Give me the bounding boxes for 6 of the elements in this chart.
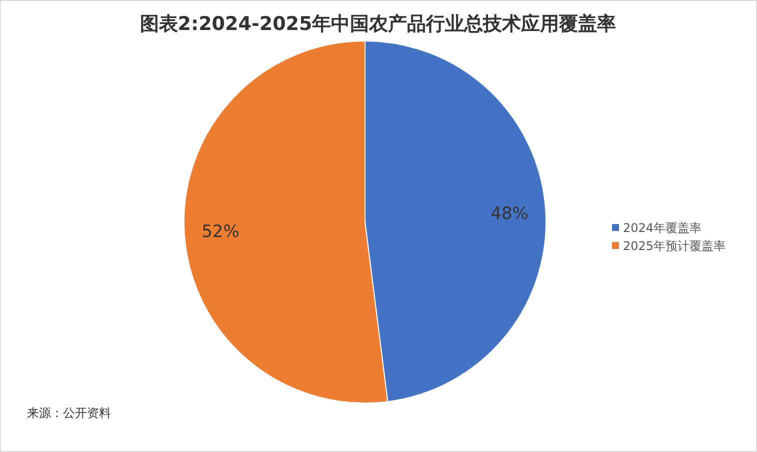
- legend-label: 2025年预计覆盖率: [623, 239, 726, 254]
- data-label: 48%: [490, 204, 528, 224]
- legend-label: 2024年覆盖率: [623, 221, 702, 236]
- data-label: 52%: [202, 222, 240, 242]
- source-note: 来源：公开资料: [27, 406, 111, 420]
- chart-title: 图表2:2024-2025年中国农产品行业总技术应用覆盖率: [140, 13, 616, 35]
